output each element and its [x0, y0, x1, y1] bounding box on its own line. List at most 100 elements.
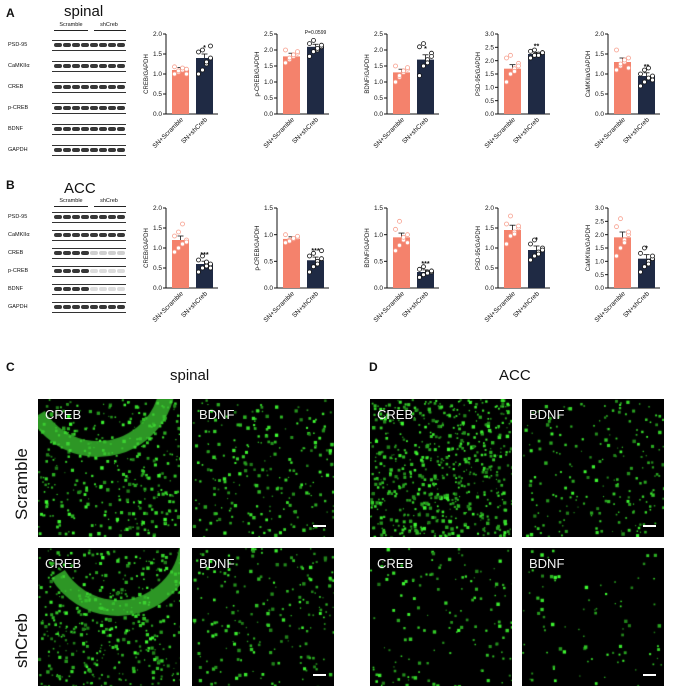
blot-band — [81, 251, 89, 255]
y-axis-label: CREB/GAPDH — [144, 54, 150, 94]
y-tick-label: 2.0 — [595, 31, 604, 38]
blot-band — [99, 148, 107, 152]
micrograph-acc-scramble-creb: CREB — [370, 399, 512, 537]
y-tick-label: 0.5 — [595, 91, 604, 98]
data-point — [397, 73, 402, 78]
blot-band — [99, 85, 107, 89]
bar-chart-svg: 0.0 0.5 1.0 1.5 2.0 CREB/GAPDH SN+ScrambleSN+s… — [144, 31, 218, 150]
micrograph-label: CREB — [45, 407, 82, 422]
blot-label: CaMKIIα — [8, 63, 30, 69]
blot-label: BDNF — [8, 286, 23, 292]
data-point — [307, 41, 312, 47]
blot-band — [54, 64, 62, 68]
data-point — [646, 65, 651, 71]
y-tick-label: 2.5 — [374, 31, 383, 38]
y-tick-label: 0.0 — [153, 285, 162, 292]
y-tick-label: 1.0 — [485, 245, 494, 252]
data-point — [200, 67, 205, 73]
blot-band — [99, 43, 107, 47]
data-point — [180, 221, 185, 227]
category-label: SN+shCreb — [180, 116, 209, 145]
data-point — [540, 50, 545, 56]
blot-group-shcreb: shCreb — [100, 22, 118, 28]
data-point — [536, 52, 541, 58]
data-point — [622, 240, 627, 246]
data-point — [172, 249, 177, 255]
blot-band — [108, 215, 116, 219]
data-point — [532, 47, 537, 53]
blot-band — [63, 127, 71, 131]
blot-band — [81, 215, 89, 219]
blot-band — [108, 43, 116, 47]
data-point — [397, 242, 402, 248]
blot-band — [117, 85, 125, 89]
data-point — [393, 248, 398, 254]
y-tick-label: 0.5 — [264, 95, 273, 102]
data-point — [642, 79, 647, 85]
category-label: SN+Scramble — [151, 116, 185, 150]
category-label: SN+shCreb — [401, 116, 430, 145]
y-tick-label: 0.0 — [485, 285, 494, 292]
data-point — [638, 71, 643, 77]
bar-chart: 0.0 0.5 1.0 1.5 2.0 CREB/GAPDH SN+Scramble SN+s… — [144, 200, 234, 351]
y-tick-label: 1.0 — [374, 79, 383, 86]
blot-band — [99, 215, 107, 219]
data-point — [504, 241, 509, 247]
data-point — [208, 43, 213, 49]
bar-scramble — [172, 70, 189, 114]
data-point — [429, 268, 434, 274]
category-label: SN+shCreb — [180, 290, 209, 319]
data-point — [508, 71, 513, 77]
bar-chart: 0.0 0.5 1.0 1.5 2.0 CREB/GAPDH SN+Scramble SN+s… — [144, 26, 234, 177]
significance-label: * — [535, 237, 538, 244]
micrograph-acc-shcreb-creb: CREB — [370, 548, 512, 686]
blot-group-scramble: Scramble — [59, 198, 83, 204]
data-point — [528, 55, 533, 61]
y-tick-label: 2.0 — [153, 31, 162, 38]
micrograph-label: BDNF — [199, 556, 235, 571]
blot-band — [63, 64, 71, 68]
data-point — [295, 233, 300, 239]
blot-band — [72, 127, 80, 131]
data-point — [307, 53, 312, 59]
blot-band — [108, 127, 116, 131]
blot-band — [117, 305, 125, 309]
blot-band — [108, 251, 116, 255]
blot-band-strip — [52, 248, 126, 259]
y-tick-label: 3.0 — [485, 31, 494, 38]
blot-band — [54, 251, 62, 255]
data-point — [208, 261, 213, 267]
bar-shcreb — [196, 264, 213, 288]
blot-label: GAPDH — [8, 304, 28, 310]
blot-band — [108, 64, 116, 68]
data-point — [319, 42, 324, 48]
row-label-scramble: Scramble — [12, 448, 31, 520]
blot-band — [117, 233, 125, 237]
row-label-shcreb: shCreb — [12, 613, 31, 668]
data-point — [401, 234, 406, 240]
data-point — [208, 55, 213, 61]
bar-chart: 0.0 0.5 1.0 1.5 2.0 2.5 BDNF/GAPDH SN+Scramble S… — [365, 26, 455, 177]
y-axis-label: BDNF/GAPDH — [365, 228, 371, 267]
data-point — [618, 216, 623, 222]
data-point — [311, 264, 316, 270]
scale-bar — [643, 674, 656, 676]
scale-bar — [313, 674, 326, 676]
blot-group-line — [94, 30, 126, 31]
bar-chart: 0.0 0.5 1.0 1.5 BDNF/GAPDH SN+Scramble SN+shCr… — [365, 200, 455, 351]
data-point — [200, 47, 205, 53]
blot-band — [63, 287, 71, 291]
y-tick-label: 2.0 — [374, 47, 383, 54]
y-tick-label: 0.0 — [595, 285, 604, 292]
blot-band — [99, 64, 107, 68]
category-label: SN+Scramble — [593, 116, 627, 150]
y-axis-label: CaMKIIα/GAPDH — [586, 225, 592, 271]
data-point — [172, 64, 177, 70]
significance-label: * — [424, 46, 427, 53]
data-point — [287, 55, 292, 61]
blot-band-strip — [52, 266, 126, 277]
data-point — [291, 52, 296, 58]
y-tick-label: 0.5 — [485, 98, 494, 105]
y-axis-label: p-CREB/GAPDH — [255, 225, 261, 270]
y-tick-label: 2.0 — [264, 47, 273, 54]
